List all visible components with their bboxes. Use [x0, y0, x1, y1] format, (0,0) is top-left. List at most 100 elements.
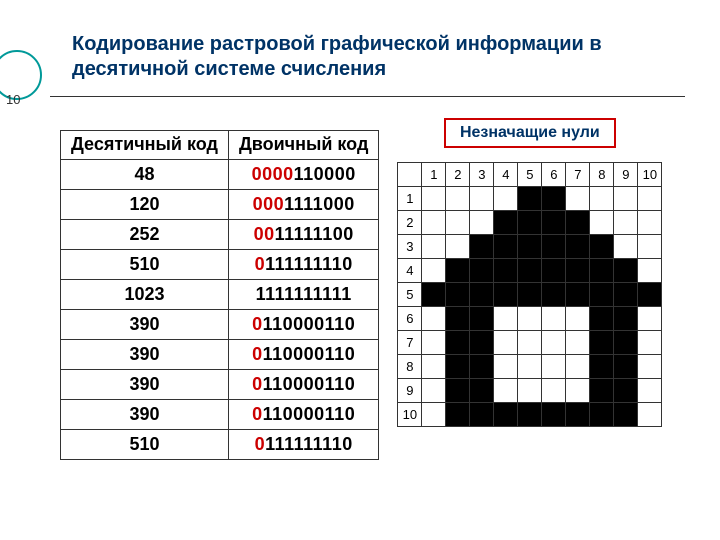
bitmap-cell [638, 379, 662, 403]
bitmap-col-header: 7 [566, 163, 590, 187]
decimal-cell: 390 [61, 369, 229, 399]
bitmap-col-header: 2 [446, 163, 470, 187]
bitmap-cell [422, 235, 446, 259]
bitmap-cell [638, 331, 662, 355]
bitmap-cell [614, 259, 638, 283]
bitmap-cell [590, 235, 614, 259]
table-row: 2520011111100 [61, 219, 379, 249]
bitmap-cell [614, 379, 638, 403]
bitmap-cell [542, 403, 566, 427]
decimal-cell: 252 [61, 219, 229, 249]
bitmap-col-header: 9 [614, 163, 638, 187]
bitmap-cell [566, 235, 590, 259]
table-row: 480000110000 [61, 159, 379, 189]
bitmap-cell [494, 283, 518, 307]
bitmap-cell [422, 379, 446, 403]
bitmap-cell [542, 379, 566, 403]
bitmap-cell [590, 307, 614, 331]
page-title: Кодирование растровой графической информ… [72, 32, 682, 82]
binary-cell: 0111111110 [228, 429, 378, 459]
bitmap-cell [566, 331, 590, 355]
binary-cell: 1111111111 [228, 279, 378, 309]
bitmap-cell [542, 283, 566, 307]
bitmap-corner [398, 163, 422, 187]
bitmap-cell [542, 355, 566, 379]
bitmap-cell [518, 307, 542, 331]
table-row: 3900110000110 [61, 369, 379, 399]
bitmap-cell [566, 379, 590, 403]
bitmap-cell [518, 331, 542, 355]
bitmap-cell [566, 355, 590, 379]
binary-cell: 0110000110 [228, 369, 378, 399]
bitmap-cell [422, 331, 446, 355]
bitmap-cell [590, 403, 614, 427]
bitmap-row-header: 4 [398, 259, 422, 283]
bitmap-row-header: 6 [398, 307, 422, 331]
table-row: 3900110000110 [61, 309, 379, 339]
bitmap-cell [518, 379, 542, 403]
bitmap-col-header: 1 [422, 163, 446, 187]
bitmap-cell [566, 187, 590, 211]
bitmap-cell [614, 283, 638, 307]
bitmap-cell [494, 379, 518, 403]
col-decimal: Десятичный код [61, 131, 229, 160]
bitmap-cell [590, 187, 614, 211]
table-row: 5100111111110 [61, 249, 379, 279]
bitmap-cell [518, 355, 542, 379]
bitmap-cell [446, 235, 470, 259]
bitmap-cell [542, 187, 566, 211]
title-underline [50, 96, 685, 97]
bitmap-col-header: 6 [542, 163, 566, 187]
bitmap-cell [422, 211, 446, 235]
bitmap-cell [638, 307, 662, 331]
bitmap-cell [542, 259, 566, 283]
decimal-cell: 510 [61, 429, 229, 459]
bitmap-cell [470, 331, 494, 355]
table-row: 1200001111000 [61, 189, 379, 219]
bitmap-cell [614, 403, 638, 427]
bitmap-grid: 1234567891012345678910 [397, 162, 662, 427]
bitmap-cell [446, 211, 470, 235]
bitmap-cell [494, 355, 518, 379]
bitmap-cell [614, 307, 638, 331]
bitmap-cell [422, 187, 446, 211]
bitmap-row-header: 8 [398, 355, 422, 379]
bitmap-cell [518, 283, 542, 307]
bitmap-cell [446, 379, 470, 403]
bitmap-cell [566, 283, 590, 307]
bitmap-cell [494, 211, 518, 235]
codes-table: Десятичный код Двоичный код 480000110000… [60, 130, 379, 460]
bitmap-row-header: 3 [398, 235, 422, 259]
bitmap-cell [470, 379, 494, 403]
decimal-cell: 120 [61, 189, 229, 219]
table-row: 5100111111110 [61, 429, 379, 459]
bitmap-cell [470, 283, 494, 307]
bitmap-cell [446, 355, 470, 379]
bitmap-cell [494, 235, 518, 259]
bitmap-cell [566, 259, 590, 283]
bitmap-cell [470, 211, 494, 235]
bitmap-cell [638, 235, 662, 259]
bitmap-cell [590, 355, 614, 379]
bitmap-row-header: 2 [398, 211, 422, 235]
bitmap-cell [614, 355, 638, 379]
bitmap-cell [638, 283, 662, 307]
decimal-cell: 390 [61, 399, 229, 429]
bitmap-row-header: 10 [398, 403, 422, 427]
binary-cell: 0011111100 [228, 219, 378, 249]
bitmap-row-header: 5 [398, 283, 422, 307]
bitmap-cell [542, 235, 566, 259]
decimal-cell: 390 [61, 309, 229, 339]
bitmap-row-header: 7 [398, 331, 422, 355]
bitmap-cell [470, 403, 494, 427]
bitmap-cell [590, 379, 614, 403]
bitmap-cell [446, 331, 470, 355]
bitmap-cell [446, 403, 470, 427]
bitmap-cell [590, 283, 614, 307]
bitmap-cell [494, 259, 518, 283]
bitmap-cell [614, 331, 638, 355]
bitmap-cell [638, 259, 662, 283]
bitmap-cell [638, 403, 662, 427]
table-row: 3900110000110 [61, 399, 379, 429]
binary-cell: 0110000110 [228, 339, 378, 369]
